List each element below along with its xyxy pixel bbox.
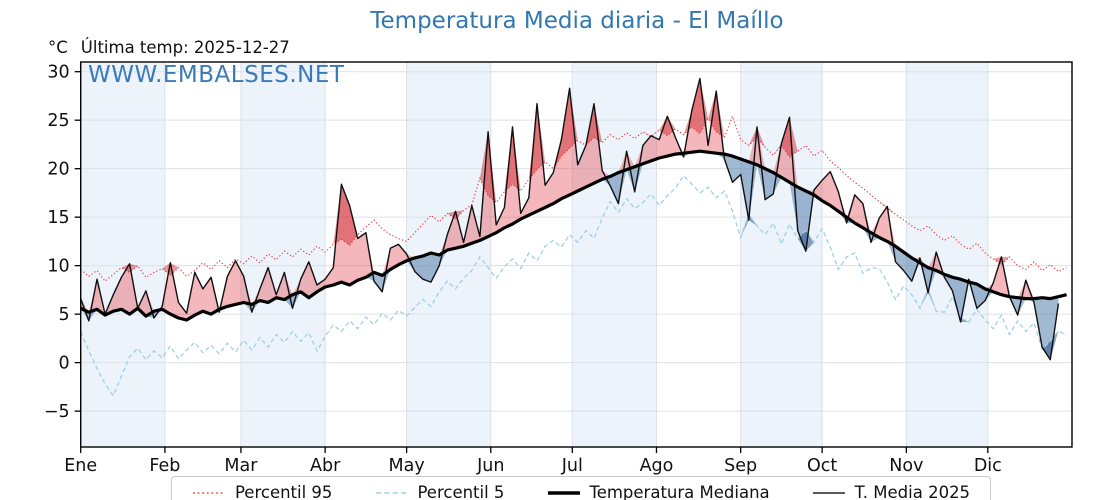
svg-text:Dic: Dic — [974, 456, 1002, 476]
svg-text:0: 0 — [59, 354, 70, 374]
legend-swatch-thin-black — [812, 491, 845, 494]
fill-regions — [80, 78, 1059, 396]
svg-text:−5: −5 — [44, 402, 70, 422]
percentil-5-line — [80, 174, 1067, 397]
svg-text:Feb: Feb — [149, 456, 180, 476]
svg-text:15: 15 — [47, 208, 69, 228]
svg-text:25: 25 — [47, 111, 69, 131]
legend-label: Temperatura Mediana — [589, 483, 770, 500]
svg-text:5: 5 — [59, 305, 70, 325]
month-bands — [80, 62, 988, 447]
svg-text:20: 20 — [47, 160, 69, 180]
svg-text:Jun: Jun — [476, 456, 504, 476]
legend-item-t-media-2025: T. Media 2025 — [812, 483, 970, 500]
legend-label: T. Media 2025 — [854, 483, 971, 500]
svg-text:Ago: Ago — [640, 456, 674, 476]
svg-text:10: 10 — [47, 257, 69, 277]
watermark: WWW.EMBALSES.NET — [88, 62, 345, 88]
svg-text:Oct: Oct — [807, 456, 837, 476]
legend-item-percentil-5: Percentil 5 — [374, 483, 504, 500]
fill-above-median — [80, 78, 1059, 320]
t-media-2025-line — [80, 77, 1060, 361]
legend-swatch-dotted-red — [192, 491, 225, 494]
svg-text:Ene: Ene — [64, 456, 97, 476]
axis-tick-labels: −5 0 5 10 15 20 25 30 Ene Feb Mar Abr May Jun Jul Ago Se… — [44, 63, 1002, 476]
axis-ticks — [74, 71, 989, 453]
gridlines — [80, 62, 1072, 447]
y-axis-unit-label: °C — [48, 38, 68, 57]
temperatura-mediana-line — [80, 149, 1067, 322]
svg-text:Nov: Nov — [889, 456, 923, 476]
legend-label: Percentil 95 — [234, 483, 333, 500]
legend-swatch-dashed-blue — [375, 491, 408, 494]
svg-text:30: 30 — [47, 63, 69, 83]
svg-text:May: May — [389, 456, 425, 476]
legend-label: Percentil 5 — [417, 483, 505, 500]
legend-item-temperatura-mediana: Temperatura Mediana — [546, 483, 770, 500]
last-temp-label: Última temp: 2025-12-27 — [80, 38, 290, 57]
legend-item-percentil-95: Percentil 95 — [192, 483, 333, 500]
svg-text:Sep: Sep — [724, 456, 757, 476]
svg-text:Abr: Abr — [310, 456, 341, 476]
svg-text:Mar: Mar — [224, 456, 258, 476]
chart-title: Temperatura Media diaria - El Maíllo — [370, 8, 784, 34]
plot-border — [79, 61, 1073, 448]
axis-unit-and-status: °C Última temp: 2025-12-27 — [48, 38, 290, 57]
series-lines — [80, 77, 1067, 397]
fill-above-p95 — [80, 78, 1059, 282]
svg-text:Jul: Jul — [561, 456, 583, 476]
legend-swatch-thick-black — [547, 490, 580, 495]
legend: Percentil 95 Percentil 5 Temperatura Media… — [170, 476, 992, 500]
